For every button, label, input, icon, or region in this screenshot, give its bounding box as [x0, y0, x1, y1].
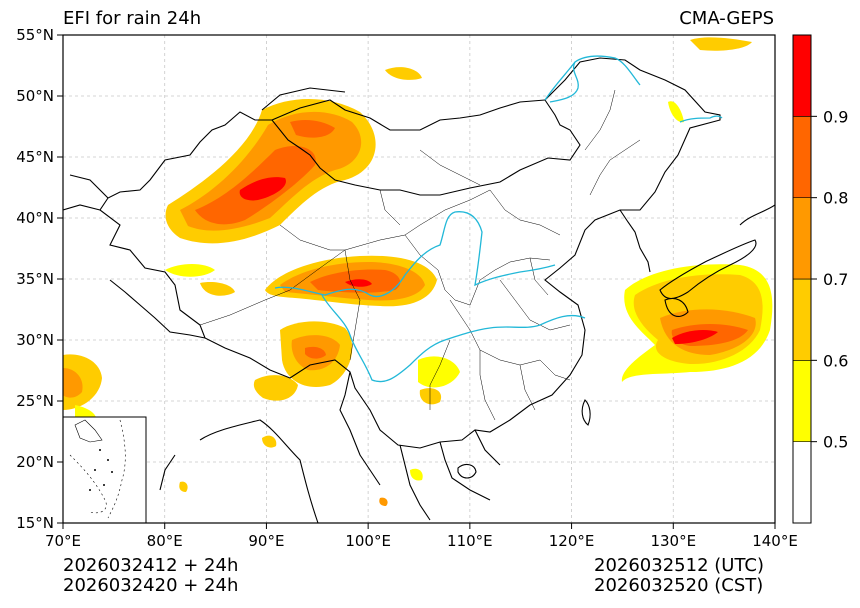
lat-tick-label: 45°N — [16, 148, 54, 166]
efi-shading — [63, 37, 773, 506]
lat-tick-label: 55°N — [16, 26, 54, 44]
run-time-cst: 2026032420 + 24h — [63, 575, 239, 596]
colorbar-label: 0.7 — [823, 270, 848, 289]
colorbar-swatch — [792, 34, 812, 117]
colorbar: 0.5 0.6 0.7 0.8 0.9 — [792, 34, 848, 524]
model-name: CMA-GEPS — [679, 8, 774, 29]
lon-tick-label: 100°E — [345, 532, 391, 550]
run-time-utc: 2026032412 + 24h — [63, 555, 239, 576]
lat-tick-label: 20°N — [16, 453, 54, 471]
lon-tick-label: 70°E — [45, 532, 81, 550]
province-borders — [199, 89, 641, 421]
colorbar-label: 0.5 — [823, 433, 848, 452]
rivers — [274, 55, 723, 383]
lat-tick-label: 15°N — [16, 514, 54, 532]
south-china-sea-inset — [63, 416, 147, 523]
colorbar-label: 0.8 — [823, 189, 848, 208]
lon-tick-label: 130°E — [650, 532, 696, 550]
map-plot-area — [63, 35, 775, 523]
colorbar-swatch — [792, 116, 812, 198]
lon-tick-label: 110°E — [447, 532, 493, 550]
valid-time-info: 2026032512 (UTC) 2026032520 (CST) — [594, 556, 764, 596]
valid-time-utc: 2026032512 (UTC) — [594, 555, 764, 576]
valid-time-cst: 2026032520 (CST) — [594, 575, 764, 596]
run-time-info: 2026032412 + 24h 2026032420 + 24h — [63, 556, 238, 596]
lat-tick-label: 25°N — [16, 392, 54, 410]
lon-tick-label: 80°E — [147, 532, 183, 550]
lon-tick-label: 140°E — [752, 532, 798, 550]
lat-tick-label: 30°N — [16, 331, 54, 349]
lat-tick-label: 40°N — [16, 209, 54, 227]
colorbar-swatch — [792, 441, 812, 524]
colorbar-label: 0.6 — [823, 351, 848, 370]
map-axes: 70°E 80°E 90°E 100°E 110°E 120°E 130°E 140°E 15°… — [16, 26, 798, 550]
lon-tick-label: 120°E — [549, 532, 595, 550]
lat-tick-label: 35°N — [16, 270, 54, 288]
colorbar-swatch — [792, 360, 812, 442]
lon-tick-label: 90°E — [248, 532, 284, 550]
colorbar-swatch — [792, 197, 812, 280]
colorbar-label: 0.9 — [823, 107, 848, 126]
country-borders — [63, 57, 775, 523]
lat-tick-label: 50°N — [16, 87, 54, 105]
colorbar-swatch — [792, 278, 812, 361]
map-title: EFI for rain 24h — [63, 8, 202, 29]
